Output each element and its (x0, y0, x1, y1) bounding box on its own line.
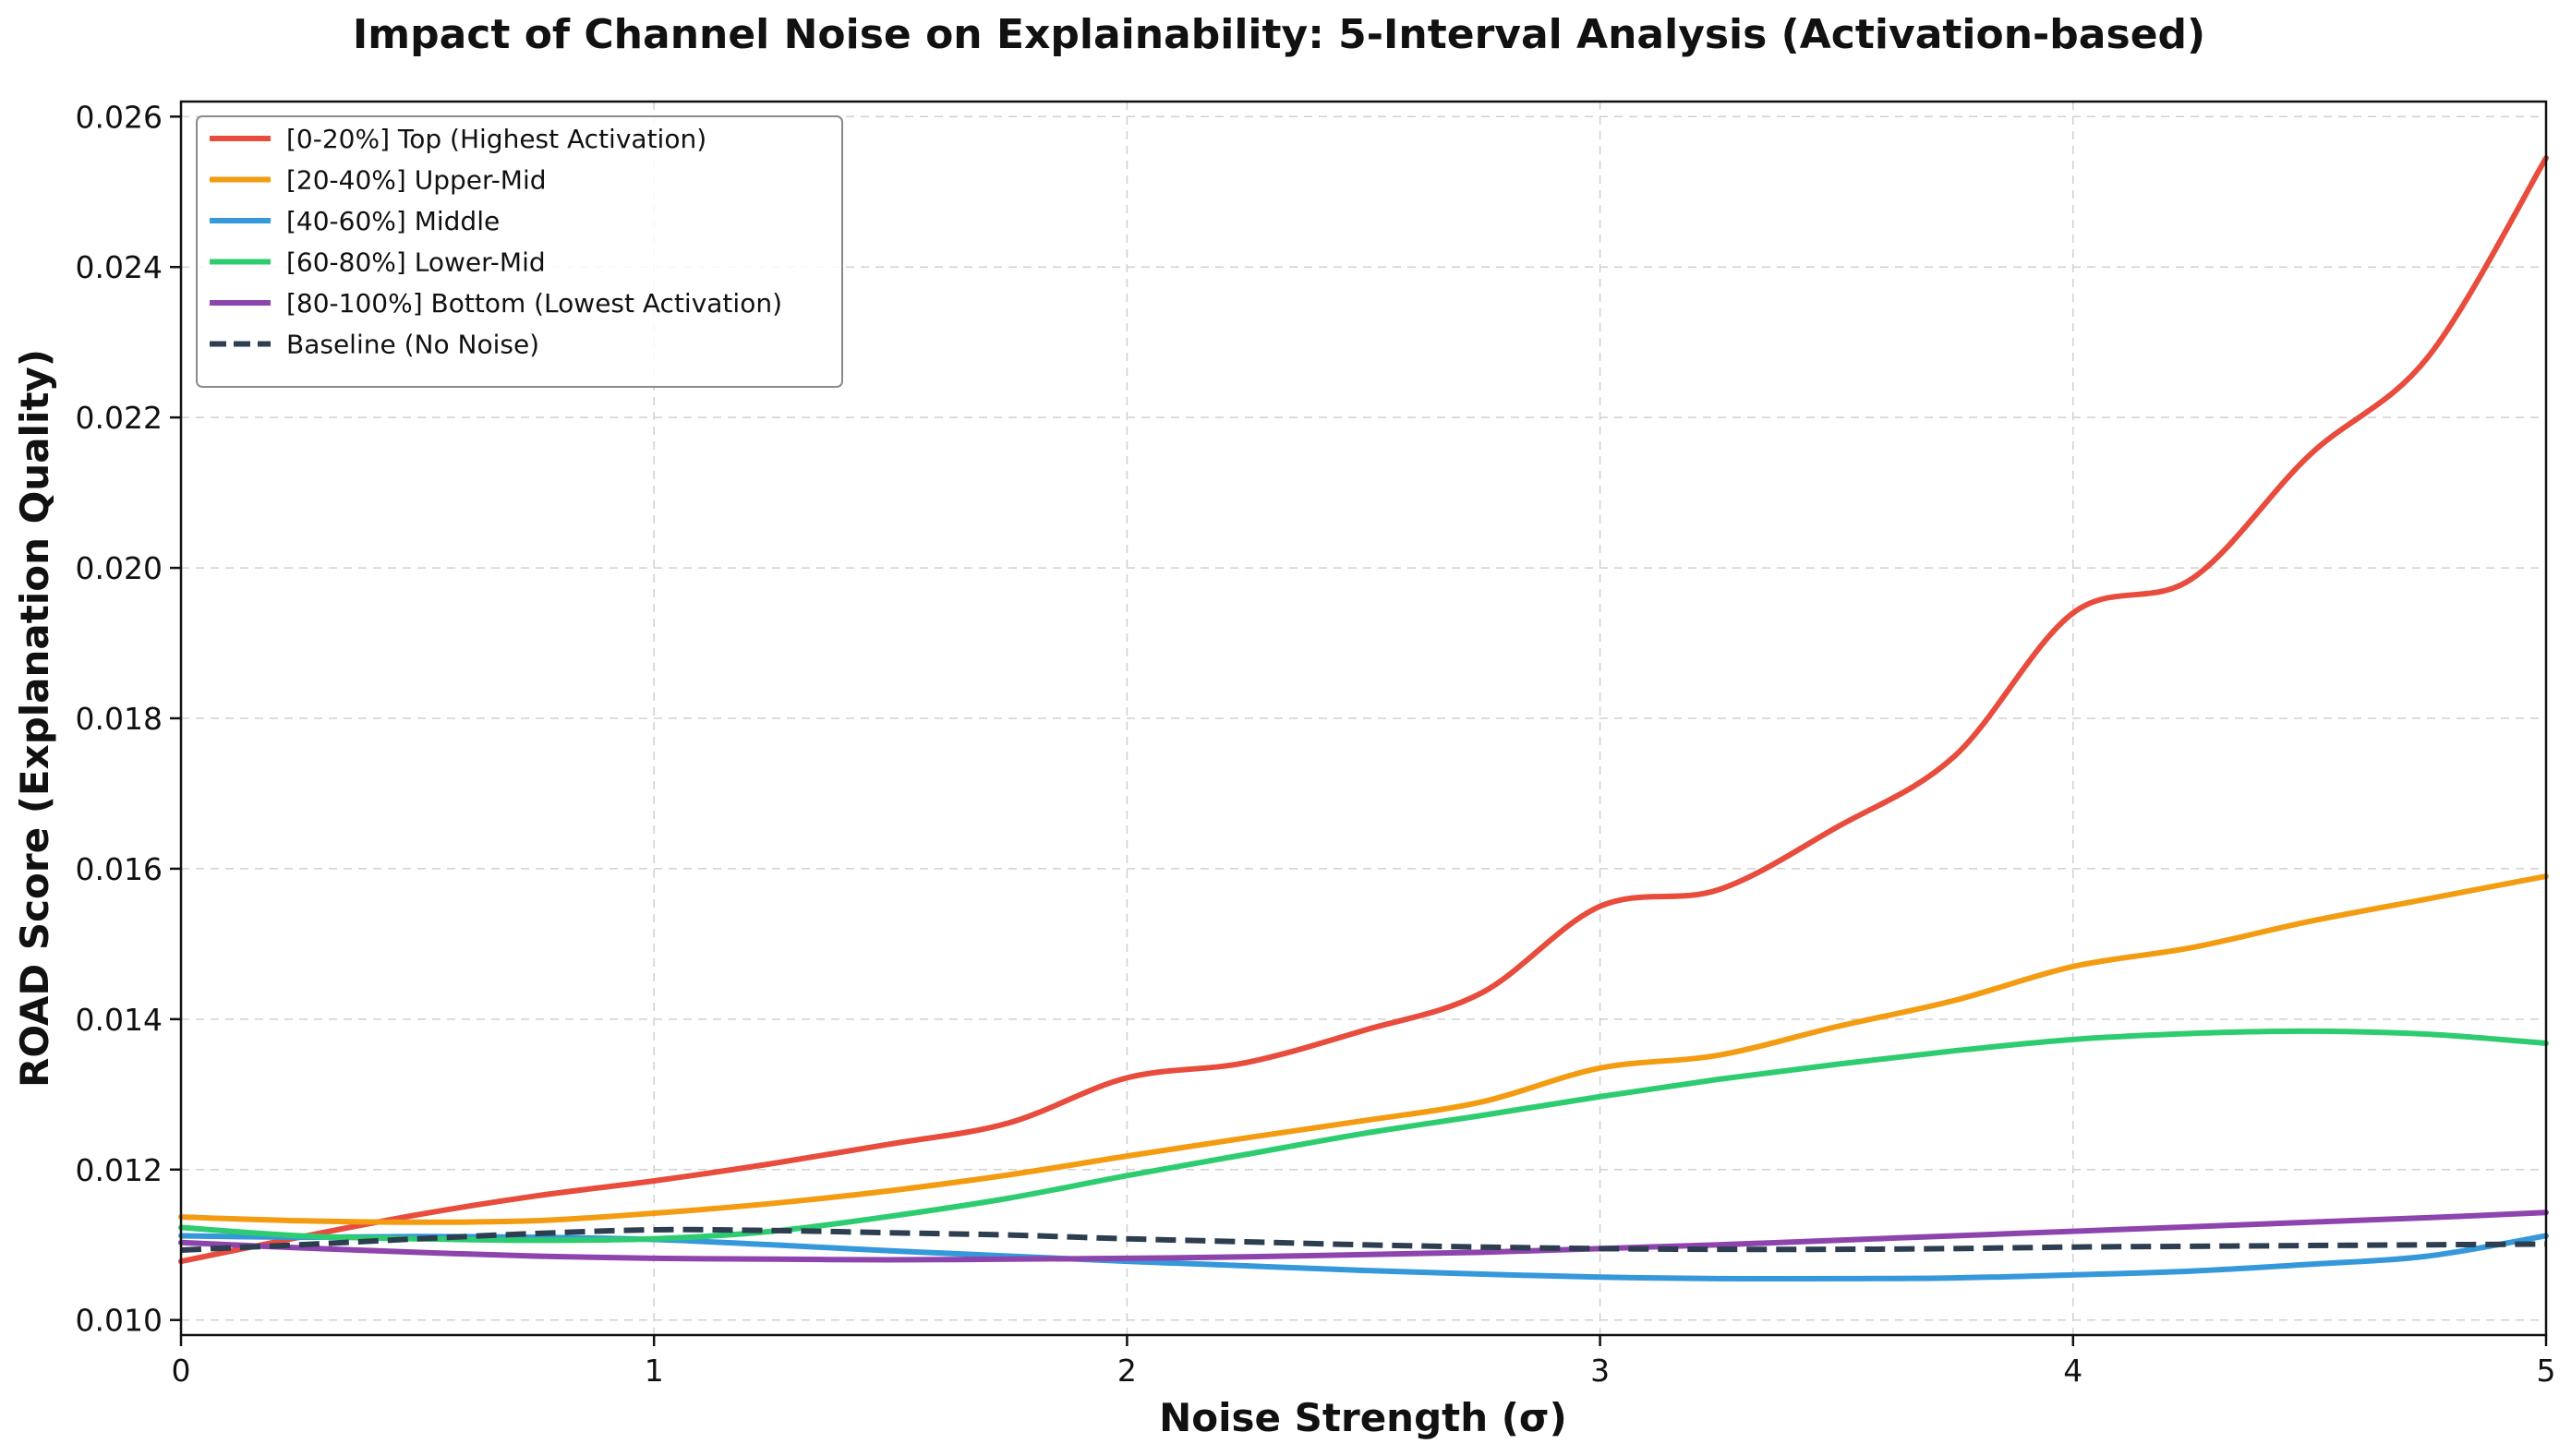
legend-box (196, 115, 843, 388)
x-tick-label: 0 (172, 1353, 191, 1389)
legend-label: [40-60%] Middle (286, 206, 500, 236)
grid-lines (180, 102, 2547, 1335)
chart-title: Impact of Channel Noise on Explainabilit… (353, 11, 2205, 58)
y-tick-label: 0.012 (76, 1152, 163, 1188)
y-tick-label: 0.016 (76, 851, 163, 887)
series-line-3 (178, 1028, 2549, 1244)
y-tick-label: 0.014 (76, 1002, 163, 1038)
x-axis-label: Noise Strength (σ) (1159, 1395, 1567, 1440)
legend: [0-20%] Top (Highest Activation) [20-40%]… (196, 115, 843, 388)
series-lines (178, 155, 2549, 1282)
legend-label: [20-40%] Upper-Mid (286, 165, 547, 196)
y-tick-label: 0.010 (76, 1303, 163, 1339)
y-tick-label: 0.024 (76, 249, 163, 285)
y-tick-label: 0.018 (76, 701, 163, 737)
legend-label: [80-100%] Bottom (Lowest Activation) (286, 288, 782, 319)
x-tick-label: 3 (1590, 1353, 1610, 1389)
legend-label: [60-80%] Lower-Mid (286, 247, 546, 278)
legend-label: Baseline (No Noise) (286, 330, 539, 360)
legend-label: [0-20%] Top (Highest Activation) (286, 124, 706, 154)
series-line-0 (178, 155, 2549, 1265)
y-tick-label: 0.026 (76, 99, 163, 135)
x-tick-label: 4 (2063, 1353, 2082, 1389)
series-line-5 (180, 1226, 2547, 1253)
series-line-1 (178, 873, 2549, 1225)
x-tick-label: 1 (645, 1353, 664, 1389)
y-axis-label: ROAD Score (Explanation Quality) (12, 349, 57, 1088)
x-tick-label: 2 (1117, 1353, 1137, 1389)
series-line-4 (178, 1209, 2549, 1263)
axis-ticks: 0 1 2 3 4 5 0.010 0.012 0.014 0.016 0.018 0.020 0.02… (76, 99, 2556, 1389)
x-tick-label: 5 (2537, 1353, 2556, 1389)
y-tick-label: 0.020 (76, 550, 163, 586)
y-tick-label: 0.022 (76, 400, 163, 436)
